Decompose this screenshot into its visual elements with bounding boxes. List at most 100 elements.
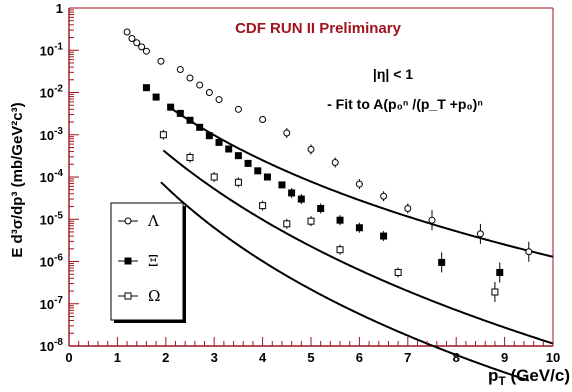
y-axis-title: E d³σ/dp³ (mb/GeV²c³) — [9, 102, 26, 257]
point-filled-square — [297, 195, 305, 203]
point-open-circle — [133, 39, 141, 47]
y-tick-label: 10-5 — [40, 210, 64, 227]
point-open-square — [259, 202, 267, 210]
fit-curve-0 — [170, 107, 554, 258]
fit-curve-2 — [160, 181, 530, 382]
legend-entries: Λ ΞΩ — [118, 212, 160, 305]
point-open-circle — [157, 57, 165, 65]
x-tick-label: 7 — [404, 350, 411, 365]
x-tick-label: 4 — [259, 350, 267, 365]
point-open-square — [234, 178, 242, 186]
point-filled-square — [215, 138, 223, 146]
point-filled-square — [167, 103, 175, 111]
legend: Λ ΞΩ — [110, 202, 186, 323]
point-open-circle — [259, 115, 267, 123]
point-filled-square — [380, 232, 388, 240]
point-filled-square — [234, 152, 242, 160]
y-tick-label: 10-6 — [40, 253, 64, 270]
point-open-square — [283, 220, 291, 228]
eta-cut-annotation: |η| < 1 — [373, 66, 413, 82]
y-axis-ticks: 10-8 10-7 10-6 10-5 10-4 10-3 10-2 10-1 1 — [40, 1, 79, 354]
point-filled-square — [244, 159, 252, 167]
legend-shadow — [183, 206, 186, 323]
point-filled-square — [254, 167, 262, 175]
fit-function-annotation: - Fit to A(p₀ⁿ /(p_T +p₀)ⁿ — [327, 96, 483, 112]
point-open-circle — [331, 159, 339, 167]
point-filled-square — [278, 181, 286, 189]
x-axis-title-unit: (GeV/c) — [506, 366, 570, 385]
point-filled-square — [176, 109, 184, 117]
point-open-circle — [123, 28, 131, 36]
y-tick-label: 10-3 — [40, 126, 64, 143]
x-axis-title: pT (GeV/c) — [488, 366, 570, 388]
x-tick-label: 5 — [307, 350, 314, 365]
point-filled-square — [288, 189, 296, 197]
point-filled-square — [336, 216, 344, 224]
point-filled-square — [496, 268, 504, 276]
fit-curve-1 — [162, 149, 554, 345]
point-filled-square — [317, 204, 325, 212]
point-open-circle — [128, 34, 136, 42]
y-tick-label: 10-2 — [40, 84, 64, 101]
point-open-circle — [307, 145, 315, 153]
legend-label: Λ — [147, 212, 159, 230]
point-open-square — [186, 153, 194, 161]
y-tick-label: 10-4 — [40, 168, 64, 185]
point-filled-square — [142, 84, 150, 92]
point-open-circle — [404, 204, 412, 212]
point-filled-square — [196, 123, 204, 131]
point-open-circle — [234, 105, 242, 113]
y-tick-label: 10-1 — [40, 41, 64, 58]
legend-marker-open-circle — [124, 217, 132, 225]
x-tick-label: 6 — [356, 350, 363, 365]
x-tick-label: 3 — [211, 350, 218, 365]
x-axis-ticks: 0 1 2 3 4 5 6 7 8 9 10 — [65, 337, 560, 365]
x-tick-label: 8 — [453, 350, 460, 365]
legend-marker-filled-square — [124, 257, 132, 265]
x-axis-title-main: p — [488, 366, 498, 385]
point-filled-square — [186, 116, 194, 124]
point-open-circle — [283, 129, 291, 137]
point-open-circle — [355, 180, 363, 188]
legend-label: Ξ — [148, 252, 159, 270]
x-tick-label: 9 — [501, 350, 508, 365]
point-filled-square — [205, 132, 213, 140]
point-open-circle — [215, 96, 223, 104]
data-points — [123, 28, 533, 302]
point-open-circle — [525, 248, 533, 256]
point-open-square — [394, 268, 402, 276]
point-open-circle — [205, 89, 213, 96]
legend-shadow-bottom — [114, 320, 186, 323]
point-open-circle — [142, 47, 150, 55]
x-tick-label: 1 — [114, 350, 121, 365]
fit-curves — [160, 107, 554, 382]
point-open-circle — [380, 192, 388, 200]
point-open-circle — [428, 216, 436, 224]
point-open-square — [336, 246, 344, 254]
point-open-circle — [476, 230, 484, 238]
point-filled-square — [438, 258, 446, 266]
point-filled-square — [355, 224, 363, 232]
x-axis-title-sub: T — [498, 374, 506, 388]
point-open-circle — [138, 43, 146, 51]
point-open-square — [491, 288, 499, 296]
x-tick-label: 10 — [546, 350, 560, 365]
y-tick-label: 1 — [56, 1, 63, 16]
legend-marker-open-square — [124, 292, 132, 300]
point-open-square — [307, 217, 315, 225]
point-open-square — [210, 173, 218, 181]
point-filled-square — [152, 93, 160, 101]
point-open-circle — [186, 74, 194, 82]
point-open-circle — [176, 66, 184, 74]
point-filled-square — [225, 145, 233, 153]
chart-title: CDF RUN II Preliminary — [235, 20, 402, 37]
point-filled-square — [263, 173, 271, 181]
x-tick-label: 2 — [162, 350, 169, 365]
y-tick-label: 10-7 — [40, 295, 64, 312]
point-open-square — [159, 131, 167, 139]
y-tick-label: 10-8 — [40, 337, 64, 354]
legend-label: Ω — [148, 287, 160, 305]
point-open-circle — [196, 81, 204, 89]
